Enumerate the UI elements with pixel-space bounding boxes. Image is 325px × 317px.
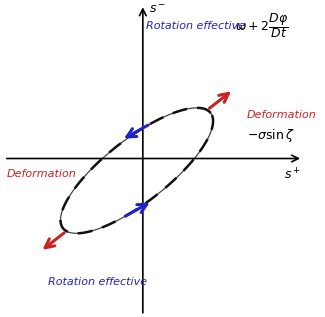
Text: $\omega + 2\dfrac{D\varphi}{Dt}$: $\omega + 2\dfrac{D\varphi}{Dt}$: [235, 11, 288, 40]
Text: $-\sigma\sin\zeta$: $-\sigma\sin\zeta$: [247, 127, 294, 144]
Text: Deformation: Deformation: [7, 169, 77, 178]
Text: $s^-$: $s^-$: [149, 3, 166, 16]
Text: $s^+$: $s^+$: [284, 168, 301, 183]
Text: Rotation effective: Rotation effective: [146, 21, 245, 30]
Text: Deformation: Deformation: [247, 110, 317, 120]
Text: Rotation effective: Rotation effective: [48, 277, 147, 288]
